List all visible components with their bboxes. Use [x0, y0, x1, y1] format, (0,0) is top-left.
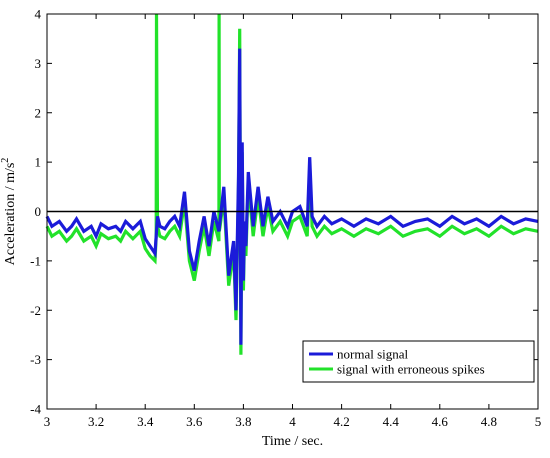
- legend-label: normal signal: [337, 347, 409, 362]
- y-axis-label-main: Acceleration / m/s: [3, 163, 18, 266]
- series-layer: [45, 13, 539, 355]
- y-axis-label: Acceleration / m/s2: [0, 158, 18, 266]
- x-tick-label: 3.4: [137, 414, 154, 429]
- x-axis-label: Time / sec.: [262, 434, 323, 449]
- x-tick-label: 4.8: [481, 414, 497, 429]
- x-tick-labels: 3 3.2 3.4 3.6 3.8 4 4.2 4.4 4.6 4.8 5: [44, 414, 542, 429]
- y-tick-label: -1: [30, 253, 41, 268]
- plot-frame: [46, 13, 539, 410]
- y-tick-labels: -4 -3 -2 -1 0 1 2 3 4: [30, 7, 41, 417]
- y-tick-label: -4: [30, 402, 41, 417]
- y-axis-label-superscript: 2: [0, 158, 11, 163]
- y-tick-label: -3: [30, 352, 41, 367]
- x-tick-label: 4: [289, 414, 296, 429]
- x-tick-label: 3: [44, 414, 51, 429]
- y-tick-label: 2: [35, 105, 42, 120]
- x-tick-label: 4.6: [432, 414, 449, 429]
- legend-box: [302, 340, 535, 383]
- x-tick-label: 3.8: [235, 414, 251, 429]
- y-tick-label: 1: [35, 155, 42, 170]
- y-tick-label: 3: [35, 56, 42, 71]
- x-tick-label: 4.2: [333, 414, 349, 429]
- x-tick-label: 3.6: [186, 414, 203, 429]
- x-tick-label: 3.2: [88, 414, 104, 429]
- y-tick-label: -2: [30, 303, 41, 318]
- legend-label: signal with erroneous spikes: [337, 362, 485, 377]
- y-tick-label: 4: [35, 7, 42, 22]
- y-tick-label: 0: [35, 204, 42, 219]
- x-tick-label: 5: [535, 414, 542, 429]
- series-line-1: [45, 48, 539, 345]
- x-tick-label: 4.4: [383, 414, 400, 429]
